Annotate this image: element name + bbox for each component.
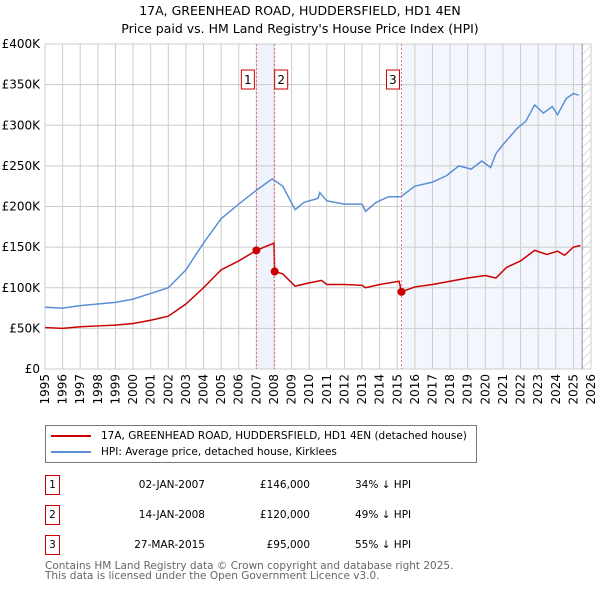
- y-tick-label: £50K: [9, 321, 41, 335]
- sale-badge: 2: [45, 505, 60, 525]
- x-tick-label: 2004: [197, 374, 211, 405]
- y-tick-label: £250K: [2, 159, 42, 173]
- sale-hpi-diff: 34% ↓ HPI: [355, 479, 412, 491]
- sale-point: [252, 246, 261, 255]
- sale-badge-label: 2: [277, 73, 285, 87]
- x-tick-label: 2010: [302, 374, 316, 405]
- y-tick-label: £100K: [2, 281, 42, 295]
- sale-badge: 1: [45, 475, 60, 495]
- x-tick-label: 2021: [496, 374, 510, 405]
- x-tick-label: 2014: [373, 374, 387, 405]
- sale-hpi-diff: 49% ↓ HPI: [355, 509, 412, 521]
- x-tick-label: 1998: [91, 374, 105, 405]
- sale-date: 14-JAN-2008: [138, 509, 205, 521]
- x-tick-label: 2017: [425, 374, 439, 405]
- x-tick-label: 2013: [355, 374, 369, 405]
- x-tick-label: 2016: [408, 374, 422, 405]
- sale-badge-label: 3: [389, 73, 397, 87]
- x-tick-label: 2000: [126, 374, 140, 405]
- sale-hpi-diff: 55% ↓ HPI: [355, 539, 412, 551]
- x-tick-label: 2022: [514, 374, 528, 405]
- sale-price: £120,000: [259, 509, 310, 521]
- chart-subtitle: Price paid vs. HM Land Registry's House …: [121, 21, 478, 36]
- legend: 17A, GREENHEAD ROAD, HUDDERSFIELD, HD1 4…: [45, 425, 477, 463]
- sale-date: 02-JAN-2007: [138, 479, 205, 491]
- footer: Contains HM Land Registry data © Crown c…: [45, 560, 454, 582]
- x-tick-label: 2015: [390, 374, 404, 405]
- y-tick-label: £350K: [2, 78, 42, 92]
- y-tick-label: £400K: [2, 37, 42, 51]
- y-tick-label: £200K: [2, 200, 42, 214]
- x-tick-label: 2019: [461, 374, 475, 405]
- x-tick-label: 2020: [478, 374, 492, 405]
- sale-badge-label: 1: [244, 73, 252, 87]
- x-tick-label: 1995: [38, 374, 52, 405]
- sale-badge: [240, 69, 255, 90]
- x-tick-label: 2009: [285, 374, 299, 405]
- price-chart: 17A, GREENHEAD ROAD, HUDDERSFIELD, HD1 4…: [2, 3, 598, 405]
- x-tick-label: 2011: [320, 374, 334, 405]
- y-tick-label: £300K: [2, 118, 42, 132]
- y-tick-label: £150K: [2, 240, 42, 254]
- x-tick-label: 1999: [108, 374, 122, 405]
- x-tick-label: 1996: [56, 374, 70, 405]
- x-tick-label: 2006: [232, 374, 246, 405]
- sale-point: [397, 287, 406, 296]
- sale-date: 27-MAR-2015: [134, 539, 205, 551]
- sale-point: [270, 267, 279, 276]
- sale-badge: [274, 69, 289, 90]
- hpi-line: [44, 92, 579, 309]
- legend-label: HPI: Average price, detached house, Kirk…: [101, 446, 337, 458]
- y-tick-label: £0: [25, 362, 40, 376]
- footer-line: This data is licensed under the Open Gov…: [45, 570, 380, 582]
- x-tick-label: 2023: [531, 374, 545, 405]
- sale-badge: 3: [45, 535, 60, 555]
- property-price-line: [44, 241, 581, 330]
- x-tick-label: 2005: [214, 374, 228, 405]
- x-tick-label: 2008: [267, 374, 281, 405]
- x-tick-label: 2001: [144, 374, 158, 405]
- x-tick-label: 2025: [566, 374, 580, 405]
- x-tick-label: 2018: [443, 374, 457, 405]
- x-tick-label: 2012: [337, 374, 351, 405]
- sale-price: £146,000: [259, 479, 310, 491]
- x-tick-label: 2002: [161, 374, 175, 405]
- x-tick-label: 2024: [549, 374, 563, 405]
- x-tick-label: 2003: [179, 374, 193, 405]
- x-tick-label: 2007: [249, 374, 263, 405]
- sale-badge: [385, 69, 400, 90]
- x-tick-label: 1997: [73, 374, 87, 405]
- legend-label: 17A, GREENHEAD ROAD, HUDDERSFIELD, HD1 4…: [101, 430, 467, 442]
- sale-price: £95,000: [266, 539, 310, 551]
- footer-line: Contains HM Land Registry data © Crown c…: [45, 560, 454, 572]
- x-tick-label: 2026: [584, 374, 598, 405]
- chart-title: 17A, GREENHEAD ROAD, HUDDERSFIELD, HD1 4…: [139, 3, 461, 18]
